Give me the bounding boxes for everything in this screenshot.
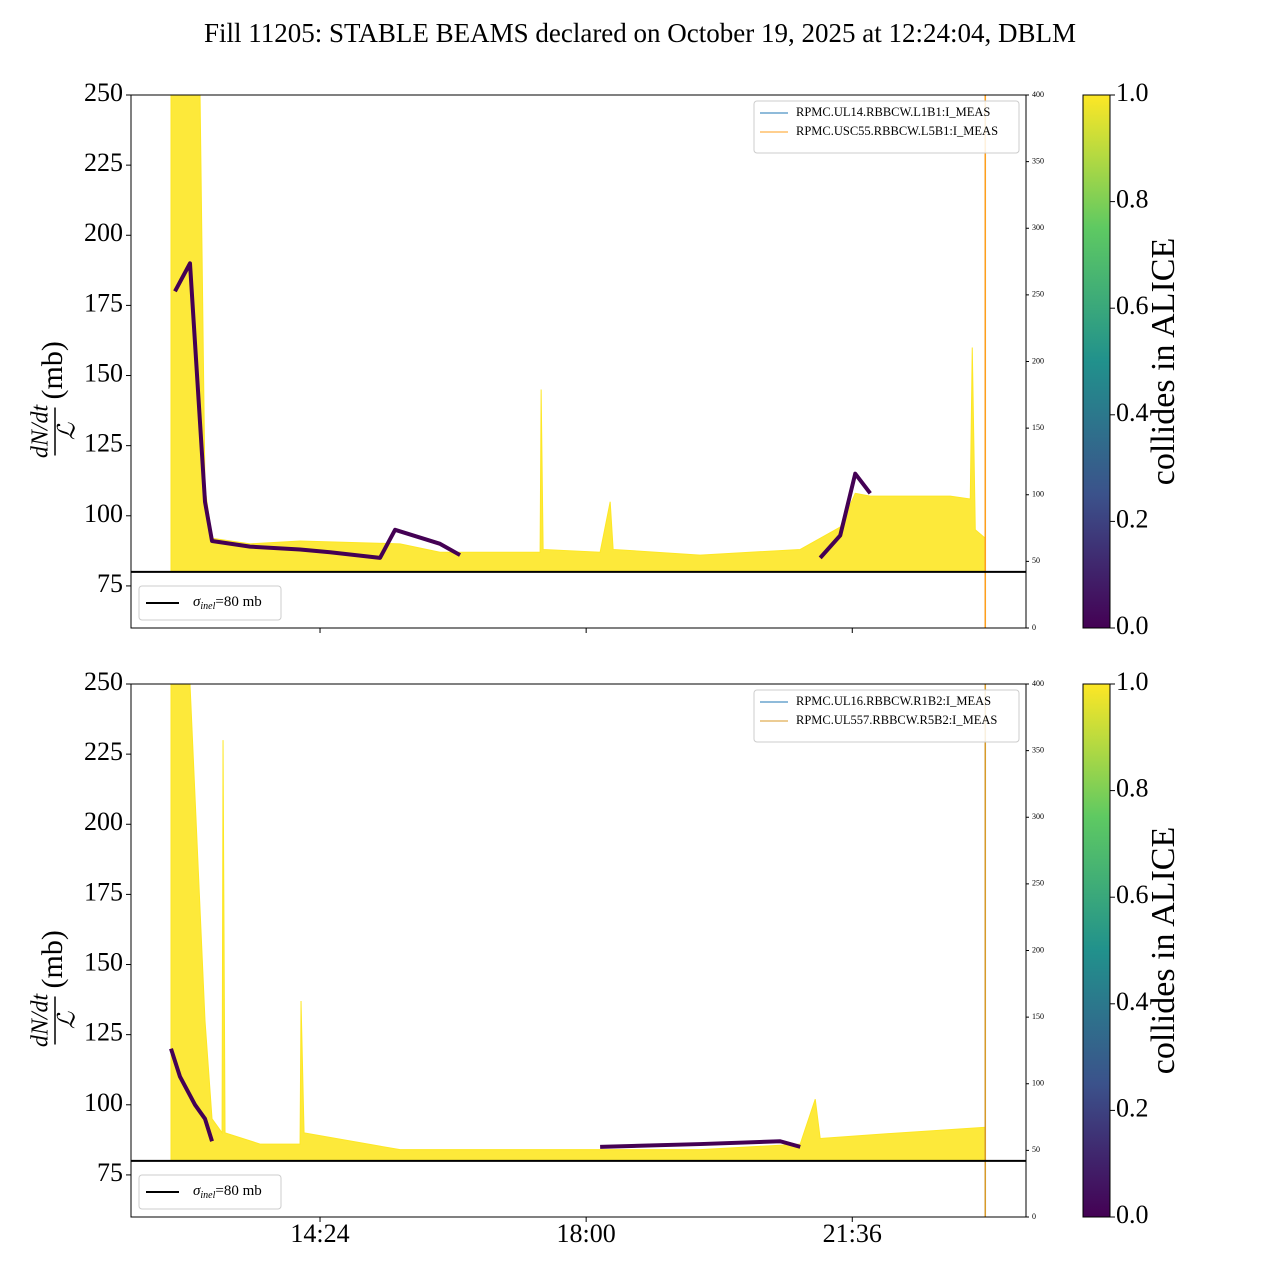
y2-tick-label: 100	[1032, 1079, 1044, 1088]
y2-tick-label: 350	[1032, 156, 1044, 165]
ref-legend-label: σinel=80 mb	[193, 594, 262, 612]
y-label-numerator: dN/dt	[28, 403, 54, 458]
y-label-numerator: dN/dt	[28, 992, 54, 1047]
legend-box	[753, 689, 1020, 743]
y-tick-label: 100	[84, 499, 123, 528]
colorbar-tick-label: 1.0	[1116, 667, 1149, 696]
y2-tick-label: 100	[1032, 490, 1044, 499]
colorbar-tick-label: 0.2	[1116, 504, 1149, 533]
density-trace	[169, 1048, 801, 1149]
colorbar-tick-label: 0.6	[1116, 880, 1149, 909]
y-tick-label: 150	[84, 358, 123, 387]
ref-subscript: inel	[200, 601, 215, 612]
colorbar	[1082, 683, 1111, 1218]
y-label: dN/dt ℒ (mb)	[28, 341, 81, 458]
colorbar-tick-label: 0.2	[1116, 1093, 1149, 1122]
y2-tick-label: 150	[1032, 1012, 1044, 1021]
colorbar-tick-label: 0.6	[1116, 291, 1149, 320]
plot-area	[131, 684, 1026, 1217]
ref-legend-box	[138, 1174, 282, 1210]
x-tick-label: 18:00	[557, 1219, 616, 1248]
y-label-unit: (mb)	[36, 930, 69, 988]
y-tick-label: 200	[84, 218, 123, 247]
ref-legend-box	[138, 585, 282, 621]
y-tick-label: 75	[97, 569, 123, 598]
y2-tick-label: 300	[1032, 812, 1044, 821]
colorbar	[1082, 94, 1111, 629]
y-label-denominator: ℒ	[55, 422, 81, 440]
y-label-denominator: ℒ	[55, 1011, 81, 1029]
x-tick-label: 21:36	[823, 1219, 882, 1248]
ref-symbol: σ	[193, 1183, 201, 1199]
y2-tick-label: 400	[1032, 679, 1044, 688]
y2-tick-label: 350	[1032, 745, 1044, 754]
y2-tick-label: 250	[1032, 290, 1044, 299]
y2-tick-label: 50	[1032, 1145, 1040, 1154]
y-tick-label: 225	[84, 148, 123, 177]
y2-tick-label: 200	[1032, 945, 1044, 954]
y-label-unit: (mb)	[36, 341, 69, 399]
ref-subscript: inel	[200, 1190, 215, 1201]
legend-label: RPMC.UL557.RBBCW.R5B2:I_MEAS	[796, 713, 997, 727]
y-tick-label: 175	[84, 288, 123, 317]
y2-tick-label: 0	[1032, 1212, 1036, 1221]
legend-box	[753, 100, 1020, 154]
y-tick-label: 125	[84, 429, 123, 458]
ref-legend-label: σinel=80 mb	[193, 1183, 262, 1201]
y2-tick-label: 400	[1032, 90, 1044, 99]
y-tick-label: 125	[84, 1018, 123, 1047]
plot-area	[131, 95, 1026, 628]
y-tick-label: 100	[84, 1088, 123, 1117]
density-trace	[173, 261, 872, 560]
y2-tick-label: 250	[1032, 879, 1044, 888]
y-label: dN/dt ℒ (mb)	[28, 930, 81, 1047]
legend-label: RPMC.UL16.RBBCW.R1B2:I_MEAS	[796, 694, 991, 708]
y2-tick-label: 300	[1032, 223, 1044, 232]
y-tick-label: 250	[84, 78, 123, 107]
colorbar-tick-label: 0.4	[1116, 398, 1149, 427]
colorbar-tick-label: 0.4	[1116, 987, 1149, 1016]
colorbar-tick-label: 0.0	[1116, 611, 1149, 640]
y2-tick-label: 150	[1032, 423, 1044, 432]
ref-text: =80 mb	[215, 594, 261, 610]
density-trace	[170, 684, 986, 1162]
y2-tick-label: 50	[1032, 556, 1040, 565]
legend-label: RPMC.USC55.RBBCW.L5B1:I_MEAS	[796, 124, 998, 138]
y-tick-label: 225	[84, 737, 123, 766]
y-tick-label: 250	[84, 667, 123, 696]
y2-tick-label: 200	[1032, 356, 1044, 365]
colorbar-tick-label: 0.0	[1116, 1200, 1149, 1229]
colorbar-tick-label: 1.0	[1116, 78, 1149, 107]
y2-tick-label: 0	[1032, 623, 1036, 632]
x-tick-label: 14:24	[290, 1219, 349, 1248]
colorbar-tick-label: 0.8	[1116, 774, 1149, 803]
y-tick-label: 150	[84, 947, 123, 976]
density-trace	[170, 95, 986, 573]
y-tick-label: 75	[97, 1158, 123, 1187]
colorbar-tick-label: 0.8	[1116, 185, 1149, 214]
ref-symbol: σ	[193, 594, 201, 610]
colorbar-label: collides in ALICE	[1145, 238, 1182, 485]
y-tick-label: 200	[84, 807, 123, 836]
chart-title: Fill 11205: STABLE BEAMS declared on Oct…	[204, 18, 1076, 48]
legend-label: RPMC.UL14.RBBCW.L1B1:I_MEAS	[796, 105, 990, 119]
ref-text: =80 mb	[215, 1183, 261, 1199]
y-tick-label: 175	[84, 877, 123, 906]
colorbar-label: collides in ALICE	[1145, 827, 1182, 1074]
